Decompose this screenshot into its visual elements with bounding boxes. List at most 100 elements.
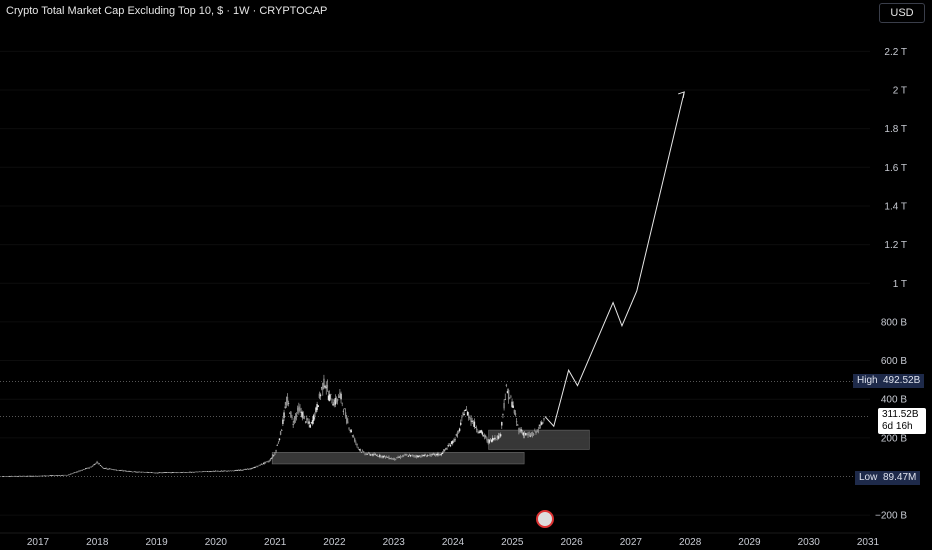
candle-body: [292, 423, 294, 425]
candle-body: [26, 475, 29, 477]
candle-body: [232, 470, 234, 472]
candle-body: [453, 439, 455, 443]
candle-body: [468, 414, 470, 418]
candle-body: [463, 413, 465, 416]
candle-body: [273, 454, 275, 456]
candle-body: [162, 472, 164, 474]
tradingview-logo-icon[interactable]: [536, 510, 554, 528]
candle-body: [342, 410, 345, 412]
candle-body: [263, 462, 266, 464]
candle-body: [438, 453, 440, 456]
candle-body: [519, 429, 521, 433]
candle-body: [423, 454, 425, 457]
candle-body: [22, 475, 24, 477]
candle-body: [401, 455, 404, 457]
x-tick-label: 2026: [560, 537, 583, 548]
candle-body: [200, 471, 202, 473]
y-tick-label: 1.4 T: [884, 201, 907, 212]
candle-body: [213, 470, 216, 472]
candle-body: [393, 457, 396, 460]
candle-body: [112, 469, 114, 470]
candle-body: [407, 456, 410, 457]
candle-body: [539, 424, 542, 426]
candle-body: [506, 391, 509, 394]
candle-body: [406, 454, 408, 456]
candle-body: [416, 455, 419, 457]
candle-body: [196, 471, 199, 473]
candle-body: [366, 454, 368, 455]
candle-body: [96, 461, 98, 463]
candle-body: [504, 399, 506, 400]
candle-body: [80, 470, 82, 471]
candle-body: [462, 412, 464, 415]
candle-body: [98, 463, 101, 465]
candle-body: [291, 416, 293, 418]
candle-body: [57, 475, 59, 476]
candle-body: [1, 476, 4, 477]
candle-body: [496, 435, 498, 439]
candle-body: [106, 468, 109, 470]
candle-body: [202, 471, 204, 472]
chart-title: Crypto Total Market Cap Excluding Top 10…: [6, 5, 328, 17]
candle-body: [41, 475, 44, 477]
candle-body: [322, 383, 324, 390]
candle-body: [470, 417, 472, 422]
candle-body: [24, 475, 26, 477]
current-price: 311.52B: [882, 409, 919, 420]
candle-body: [346, 416, 348, 424]
candle-body: [167, 472, 169, 473]
candle-body: [268, 460, 270, 462]
candle-body: [170, 472, 172, 474]
candle-body: [146, 472, 148, 473]
candle-body: [319, 394, 322, 397]
candle-body: [111, 469, 113, 470]
candle-body: [5, 476, 7, 477]
candle-body: [140, 471, 143, 473]
candle-body: [241, 470, 243, 471]
candle-body: [422, 455, 424, 456]
x-tick-label: 2028: [679, 537, 702, 548]
reference-lines: [0, 381, 870, 477]
candle-body: [365, 453, 367, 455]
candle-body: [95, 462, 97, 464]
candle-body: [309, 424, 311, 428]
candle-body: [186, 472, 188, 473]
candle-body: [193, 472, 195, 473]
candle-body: [161, 472, 163, 474]
candle-body: [118, 469, 120, 471]
candle-body: [70, 473, 72, 475]
candle-body: [271, 455, 274, 458]
candle-body: [415, 456, 417, 458]
candle-body: [363, 451, 365, 453]
candle-body: [335, 398, 338, 403]
candle-body: [33, 476, 36, 477]
candle-body: [172, 472, 175, 473]
candle-body: [326, 385, 329, 388]
candle-body: [205, 471, 208, 472]
candle-body: [333, 402, 335, 406]
candle-body: [420, 456, 422, 458]
candle-body: [25, 476, 28, 477]
candle-body: [349, 429, 351, 431]
candle-body: [531, 433, 534, 435]
candle-body: [48, 475, 50, 477]
candle-body: [507, 389, 510, 400]
candle-body: [494, 437, 496, 440]
projection-path: [544, 91, 685, 428]
candle-body: [466, 411, 469, 416]
candle-body: [306, 417, 308, 421]
candle-body: [219, 471, 221, 472]
candle-body: [168, 472, 170, 473]
candle-body: [298, 406, 300, 413]
candle-body: [397, 456, 399, 458]
x-tick-label: 2031: [857, 537, 880, 548]
candle-body: [79, 470, 81, 472]
support-zones: [271, 429, 590, 465]
currency-button[interactable]: USD: [879, 3, 925, 23]
candle-body: [334, 397, 337, 405]
candle-body: [220, 470, 223, 472]
candle-body: [67, 474, 70, 476]
candle-body: [43, 475, 46, 477]
candle-body: [206, 471, 209, 472]
